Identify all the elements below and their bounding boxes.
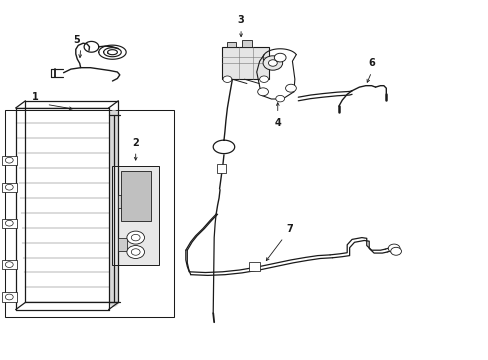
Circle shape (387, 244, 399, 253)
Text: 5: 5 (73, 35, 80, 45)
Bar (242, 40, 251, 47)
Circle shape (285, 84, 296, 92)
Bar (2, 292, 17, 302)
Text: 2: 2 (132, 138, 139, 148)
Circle shape (131, 234, 140, 241)
Bar (2, 219, 17, 228)
Bar (216, 164, 226, 173)
Circle shape (263, 56, 282, 70)
Circle shape (131, 249, 140, 255)
Bar (2, 156, 17, 165)
Text: 4: 4 (274, 118, 281, 128)
Bar (249, 262, 260, 271)
Circle shape (223, 76, 231, 82)
Circle shape (5, 157, 13, 163)
Bar (121, 171, 150, 221)
Bar (222, 47, 268, 79)
Bar (5, 110, 173, 317)
Text: 7: 7 (285, 224, 292, 234)
Circle shape (268, 60, 277, 66)
Bar (227, 42, 236, 47)
Text: 1: 1 (32, 92, 39, 102)
Circle shape (390, 247, 401, 255)
Text: 3: 3 (237, 15, 244, 25)
Circle shape (5, 294, 13, 300)
Bar (112, 166, 159, 265)
Bar (2, 260, 17, 269)
Circle shape (127, 231, 144, 244)
Circle shape (257, 88, 268, 96)
Bar (118, 195, 127, 208)
Circle shape (274, 53, 285, 62)
Circle shape (259, 76, 268, 82)
Circle shape (5, 184, 13, 190)
Circle shape (5, 262, 13, 267)
Text: 6: 6 (367, 58, 374, 68)
Circle shape (275, 95, 284, 102)
Bar (2, 183, 17, 192)
Circle shape (5, 220, 13, 226)
Bar (118, 238, 127, 251)
Circle shape (127, 246, 144, 258)
